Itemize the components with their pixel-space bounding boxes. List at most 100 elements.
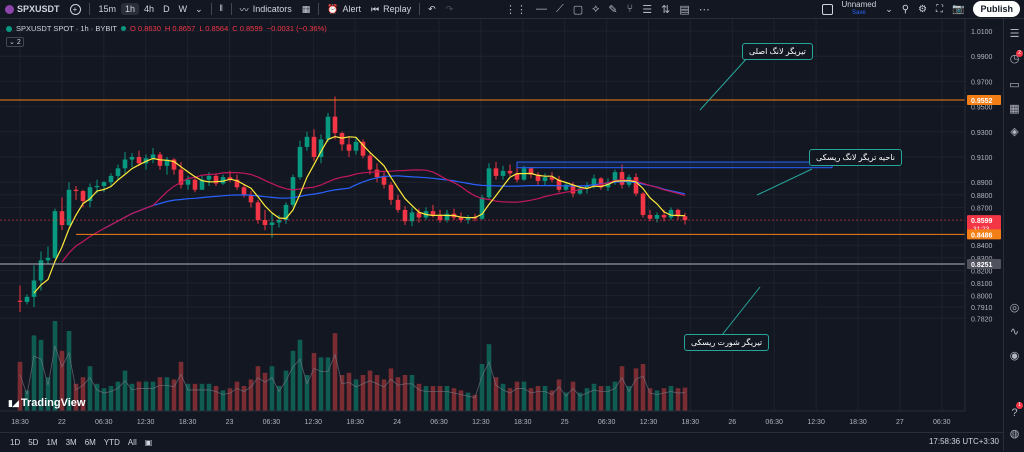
ideas-icon[interactable]: ◈ [1010,126,1019,138]
timeframe-d[interactable]: D [163,4,170,14]
tradingview-watermark: ▮◢ TradingView [8,397,85,409]
range-all[interactable]: All [127,438,137,447]
candle-body [535,174,541,181]
volume-bar [227,388,233,411]
volume-bar [122,370,128,411]
ray-icon[interactable]: ⟋ [556,2,564,15]
timeframe-group: 15m 1h 4h D W ⌄ [93,0,208,18]
rectangle-icon[interactable]: ▢ [572,3,584,16]
layout-name-button[interactable]: Unnamed Save [842,1,877,17]
path-icon[interactable]: ⟡ [592,2,600,15]
candle-body [444,213,450,220]
date-range-icon[interactable]: ▣ [144,438,153,447]
volume-bar [360,375,366,411]
candle-body [220,177,226,184]
candle-body [129,157,135,160]
chat-icon[interactable]: ▭ [1009,79,1020,91]
candle-body [241,187,247,195]
volume-bar [654,390,660,411]
fullscreen-icon[interactable]: ⛶ [936,3,944,15]
publish-button[interactable]: Publish [973,1,1020,17]
volume-bar [24,390,30,411]
price-chart[interactable]: 1.0100 0.9900 0.9700 0.9500 0.9300 0.9100 0.89… [0,19,1003,432]
price-tick-label: 0.9900 [971,54,993,61]
candle-body [402,209,408,222]
brush-icon[interactable]: ✎ [608,3,618,16]
chevron-down-icon[interactable]: ⌄ [885,3,893,14]
volume-bar [479,364,485,411]
annotation-risky-short[interactable]: تیریگر شورت ریسکی [684,334,770,351]
timeframe-w[interactable]: W [178,4,188,14]
range-1d[interactable]: 1D [10,438,21,447]
timeframe-15m[interactable]: 15m [98,4,117,14]
pulse-icon[interactable]: ∿ [1009,326,1020,338]
undo-button[interactable]: ↶ [423,0,441,18]
chevron-down-icon: ⌄ [9,39,15,46]
horizontal-line-icon[interactable]: — [536,3,547,15]
gear-icon[interactable]: ⚙ [918,3,928,15]
candle-body [598,178,604,188]
alerts-clock-icon[interactable]: ◷ [1009,53,1020,65]
alert-button[interactable]: ⏰ Alert [322,0,366,18]
annotation-risky-long-zone[interactable]: ناحیه تریگر لانگ ریسکی [809,149,902,166]
indicators-button[interactable]: 〰 Indicators [235,0,297,18]
fib-icon[interactable]: ☰ [642,3,653,16]
layout-icon[interactable] [821,3,833,15]
candle-body [647,214,653,219]
price-tick-label: 0.9700 [971,79,993,86]
candle-body [549,177,555,180]
compare-symbol-button[interactable]: + [65,0,86,18]
long-position-icon[interactable]: ⇅ [661,3,671,16]
range-3m[interactable]: 3M [65,438,77,447]
candle-body [528,168,534,175]
time-tick-label: 18:30 [179,419,197,426]
candle-body [178,169,184,185]
volume-bar [402,375,408,411]
candle-body [255,202,261,220]
price-marker-label: 0.8599 [971,218,993,225]
volume-bar [311,353,317,411]
range-6m[interactable]: 6M [84,438,96,447]
pitchfork-icon[interactable]: ⑂ [626,3,634,15]
chevron-down-icon[interactable]: ⌄ [195,3,203,14]
notifications-icon[interactable]: ◍ [1009,428,1020,440]
search-icon[interactable]: ⚲ [901,3,910,15]
candle-body [304,136,310,147]
help-icon[interactable]: ? [1011,407,1018,419]
legend-open: O 0.8630 [130,24,161,33]
timeframe-1h[interactable]: 1h [121,3,140,15]
volume-bar [353,379,359,411]
range-5d[interactable]: 5D [28,438,39,447]
candle-body [227,177,233,180]
text-icon[interactable]: ▤ [679,3,690,16]
drag-handle-icon[interactable]: ⋮⋮ [505,3,527,16]
candle-body [332,116,338,134]
time-tick-label: 06:30 [430,419,448,426]
volume-bar [150,381,156,411]
replay-button[interactable]: ⏮ Replay [366,0,416,18]
bar-style-button[interactable]: 𝍪 [215,0,228,18]
indicators-collapse-toggle[interactable]: ⌄ 2 [6,37,24,47]
range-ytd[interactable]: YTD [103,438,120,447]
volume-bar [332,333,338,411]
ma-slow-line [103,175,686,230]
symbol-search[interactable]: SPXUSDT [0,0,65,18]
watchlist-icon[interactable]: ☰ [1009,28,1020,40]
templates-button[interactable]: ▦ [297,0,316,18]
more-tools-icon[interactable]: ⋯ [698,3,710,16]
indicators-count: 2 [16,39,21,46]
range-1m[interactable]: 1M [46,438,58,447]
legend-title[interactable]: SPXUSDT SPOT · 1h · BYBIT [16,24,118,33]
price-marker [967,215,1001,234]
redo-button[interactable]: ↷ [441,0,459,18]
clock-timezone[interactable]: 17:58:36 UTC+3:30 [928,437,999,446]
annotation-main-long[interactable]: تیریگر لانگ اصلی [742,43,813,60]
volume-bar [213,386,219,411]
volume-bar [598,386,604,411]
target-icon[interactable]: ◎ [1009,302,1020,314]
camera-icon[interactable]: 📷 [952,3,965,15]
broadcast-icon[interactable]: ◉ [1009,350,1020,362]
timeframe-4h[interactable]: 4h [144,4,155,14]
calendar-icon[interactable]: ▦ [1009,103,1020,115]
volume-bar [514,381,520,411]
